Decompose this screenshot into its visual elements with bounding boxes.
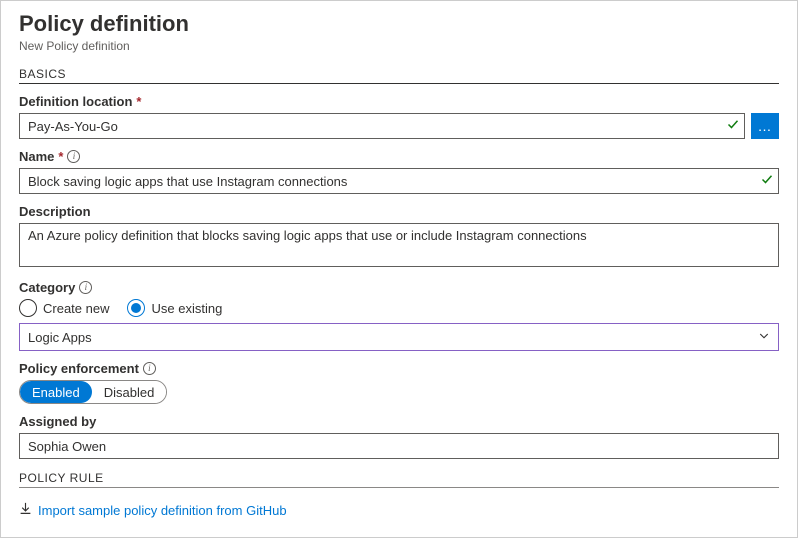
section-divider xyxy=(19,83,779,84)
definition-location-picker-button[interactable]: … xyxy=(751,113,779,139)
field-name: Name * i xyxy=(19,149,779,194)
policy-enforcement-toggle: Enabled Disabled xyxy=(19,380,167,404)
page-title: Policy definition xyxy=(19,11,779,37)
name-input[interactable] xyxy=(19,168,779,194)
section-divider xyxy=(19,487,779,488)
ellipsis-icon: … xyxy=(758,118,773,134)
assigned-by-input[interactable] xyxy=(19,433,779,459)
radio-use-existing[interactable]: Use existing xyxy=(127,299,222,317)
info-icon[interactable]: i xyxy=(79,281,92,294)
select-value: Logic Apps xyxy=(28,330,92,345)
definition-location-input[interactable] xyxy=(19,113,745,139)
toggle-enabled[interactable]: Enabled xyxy=(20,381,92,403)
policy-definition-panel: Policy definition New Policy definition … xyxy=(0,0,798,538)
section-policy-rule-header: POLICY RULE xyxy=(19,471,779,485)
label-text: Category xyxy=(19,280,75,295)
required-asterisk: * xyxy=(136,94,141,109)
required-asterisk: * xyxy=(58,149,63,164)
field-assigned-by: Assigned by xyxy=(19,414,779,459)
import-link-text: Import sample policy definition from Git… xyxy=(38,503,287,518)
page-subtitle: New Policy definition xyxy=(19,39,779,53)
field-definition-location: Definition location * … xyxy=(19,94,779,139)
label-text: Name xyxy=(19,149,54,164)
radio-create-new[interactable]: Create new xyxy=(19,299,109,317)
radio-label: Create new xyxy=(43,301,109,316)
label-text: Policy enforcement xyxy=(19,361,139,376)
label-text: Definition location xyxy=(19,94,132,109)
radio-circle-icon xyxy=(127,299,145,317)
radio-label: Use existing xyxy=(151,301,222,316)
import-sample-link[interactable]: Import sample policy definition from Git… xyxy=(19,502,287,518)
info-icon[interactable]: i xyxy=(67,150,80,163)
download-icon xyxy=(19,502,32,518)
label-description: Description xyxy=(19,204,779,219)
field-category: Category i Create new Use existing Logic… xyxy=(19,280,779,351)
label-category: Category i xyxy=(19,280,779,295)
category-select[interactable]: Logic Apps xyxy=(19,323,779,351)
section-basics-header: BASICS xyxy=(19,67,779,81)
description-input[interactable] xyxy=(19,223,779,267)
info-icon[interactable]: i xyxy=(143,362,156,375)
label-name: Name * i xyxy=(19,149,779,164)
field-policy-enforcement: Policy enforcement i Enabled Disabled xyxy=(19,361,779,404)
field-description: Description xyxy=(19,204,779,270)
label-definition-location: Definition location * xyxy=(19,94,779,109)
label-policy-enforcement: Policy enforcement i xyxy=(19,361,779,376)
radio-circle-icon xyxy=(19,299,37,317)
toggle-disabled[interactable]: Disabled xyxy=(92,381,167,403)
chevron-down-icon xyxy=(758,330,770,345)
label-assigned-by: Assigned by xyxy=(19,414,779,429)
